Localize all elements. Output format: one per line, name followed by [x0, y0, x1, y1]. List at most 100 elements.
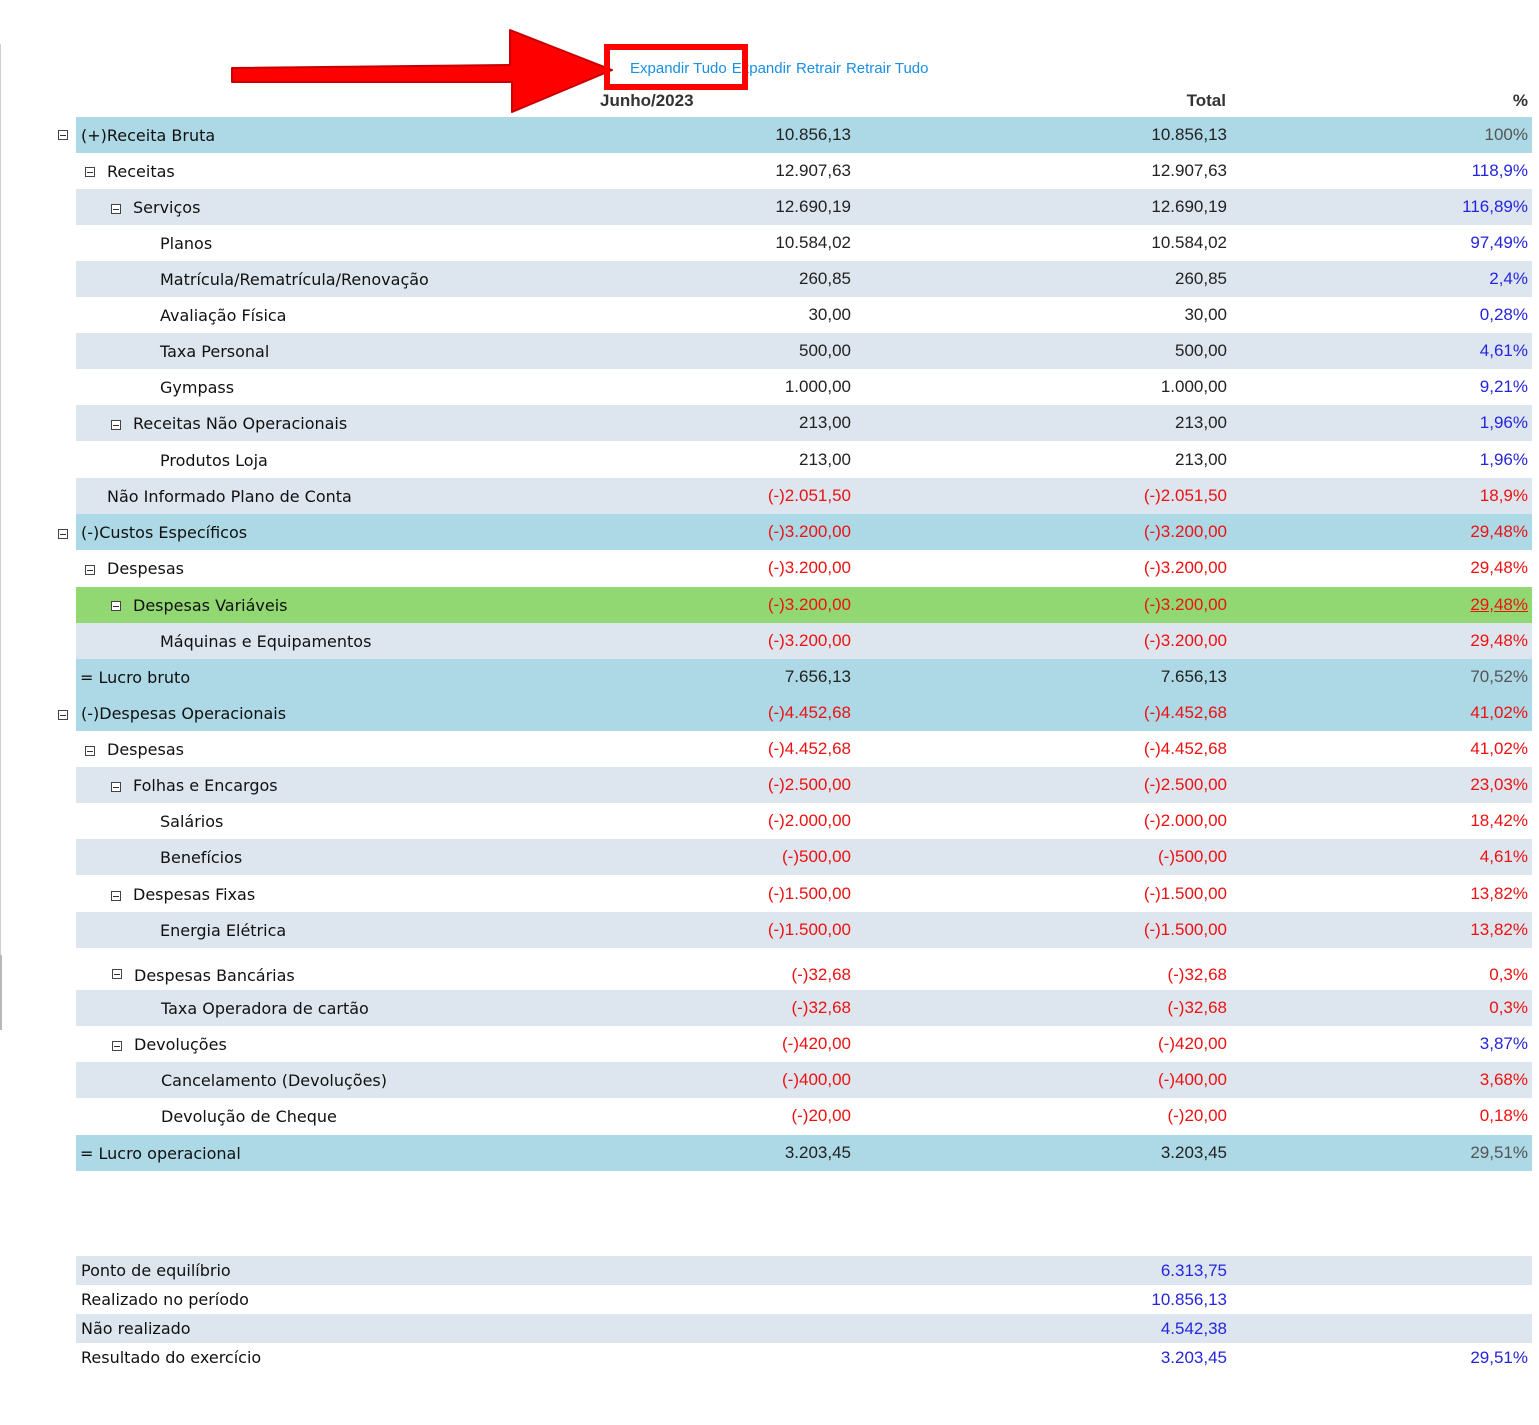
row-period-value: 7.656,13: [784, 667, 851, 686]
table-row[interactable]: (-)Custos Específicos (-)3.200,00 (-)3.2…: [76, 514, 1532, 550]
row-period-value: (-)3.200,00: [767, 631, 851, 650]
row-percent-value: 29,48%: [1470, 558, 1528, 577]
row-total-value: (-)32,68: [1167, 965, 1227, 984]
row-percent-value: 29,48%: [1470, 631, 1528, 650]
row-total-value: (-)32,68: [1167, 998, 1227, 1017]
row-total-value: 30,00: [1184, 305, 1227, 324]
collapse-toggle-icon[interactable]: [58, 710, 68, 720]
row-period-value: (-)1.500,00: [767, 884, 851, 903]
table-row[interactable]: Benefícios (-)500,00 (-)500,00 4,61%: [76, 839, 1532, 875]
header-period: Junho/2023: [600, 91, 694, 110]
row-period-value: (-)20,00: [791, 1106, 851, 1125]
row-period-value: 3.203,45: [784, 1143, 851, 1162]
table-row[interactable]: Salários (-)2.000,00 (-)2.000,00 18,42%: [76, 803, 1532, 839]
table-row[interactable]: Avaliação Física 30,00 30,00 0,28%: [76, 297, 1532, 333]
row-percent-value: 29,48%: [1470, 522, 1528, 541]
row-period-value: 213,00: [799, 413, 851, 432]
summary-value: 3.203,45: [1160, 1347, 1227, 1367]
summary-label: Resultado do exercício: [81, 1348, 262, 1367]
expand-all-link[interactable]: Expandir Tudo: [630, 60, 727, 77]
row-total-value: (-)1.500,00: [1143, 884, 1227, 903]
collapse-toggle-icon[interactable]: [112, 1041, 122, 1051]
collapse-toggle-icon[interactable]: [111, 782, 121, 792]
table-row[interactable]: Planos 10.584,02 10.584,02 97,49%: [76, 225, 1532, 261]
table-row[interactable]: (+)Receita Bruta 10.856,13 10.856,13 100…: [76, 117, 1532, 153]
row-percent-value: 3,87%: [1479, 1034, 1528, 1053]
table-row[interactable]: = Lucro bruto 7.656,13 7.656,13 70,52%: [76, 659, 1532, 695]
row-label: Taxa Operadora de cartão: [161, 998, 369, 1018]
table-row[interactable]: Taxa Operadora de cartão (-)32,68 (-)32,…: [76, 990, 1532, 1026]
row-percent-value: 13,82%: [1470, 920, 1528, 939]
table-row[interactable]: (-)Despesas Operacionais (-)4.452,68 (-)…: [76, 695, 1532, 731]
table-row[interactable]: Produtos Loja 213,00 213,00 1,96%: [76, 442, 1532, 478]
table-row[interactable]: Devolução de Cheque (-)20,00 (-)20,00 0,…: [76, 1098, 1532, 1134]
table-row[interactable]: Receitas Não Operacionais 213,00 213,00 …: [76, 405, 1532, 441]
table-row[interactable]: Serviços 12.690,19 12.690,19 116,89%: [76, 189, 1532, 225]
collapse-toggle-icon[interactable]: [111, 891, 121, 901]
row-label: Receitas Não Operacionais: [133, 413, 348, 433]
table-row[interactable]: Despesas (-)4.452,68 (-)4.452,68 41,02%: [76, 731, 1532, 767]
row-label: Avaliação Física: [160, 305, 287, 325]
row-period-value: 260,85: [799, 269, 851, 288]
row-label: Despesas Variáveis: [133, 595, 288, 615]
row-period-value: (-)3.200,00: [767, 595, 851, 614]
collapse-toggle-icon[interactable]: [111, 420, 121, 430]
table-row[interactable]: Cancelamento (Devoluções) (-)400,00 (-)4…: [76, 1062, 1532, 1098]
table-row[interactable]: Não Informado Plano de Conta (-)2.051,50…: [76, 478, 1532, 514]
table-row[interactable]: Despesas Bancárias (-)32,68 (-)32,68 0,3…: [76, 948, 1532, 990]
collapse-toggle-icon[interactable]: [111, 204, 121, 214]
left-border: [0, 44, 1, 1029]
collapse-toggle-icon[interactable]: [58, 130, 68, 140]
table-row[interactable]: Matrícula/Rematrícula/Renovação 260,85 2…: [76, 261, 1532, 297]
row-period-value: (-)32,68: [791, 965, 851, 984]
collapse-toggle-icon[interactable]: [112, 969, 122, 979]
row-total-value: (-)3.200,00: [1143, 558, 1227, 577]
row-percent-value: 23,03%: [1470, 775, 1528, 794]
row-total-value: (-)3.200,00: [1143, 631, 1227, 650]
row-label: Despesas Fixas: [133, 884, 256, 904]
row-total-value: 10.856,13: [1151, 125, 1227, 144]
row-total-value: 500,00: [1175, 341, 1227, 360]
row-period-value: 12.690,19: [775, 197, 851, 216]
table-row[interactable]: Folhas e Encargos (-)2.500,00 (-)2.500,0…: [76, 767, 1532, 803]
row-total-value: (-)420,00: [1158, 1034, 1227, 1053]
row-label: Receitas: [107, 161, 175, 181]
collapse-toggle-icon[interactable]: [58, 529, 68, 539]
table-row[interactable]: Máquinas e Equipamentos (-)3.200,00 (-)3…: [76, 623, 1532, 659]
row-percent-link[interactable]: 29,48%: [1470, 595, 1528, 614]
row-total-value: (-)2.500,00: [1143, 775, 1227, 794]
row-period-value: (-)420,00: [782, 1034, 851, 1053]
row-label: Benefícios: [160, 847, 243, 867]
collapse-toggle-icon[interactable]: [85, 746, 95, 756]
row-label: (-)Despesas Operacionais: [81, 703, 287, 723]
collapse-toggle-icon[interactable]: [111, 601, 121, 611]
table-row[interactable]: Despesas Fixas (-)1.500,00 (-)1.500,00 1…: [76, 876, 1532, 912]
collapse-link[interactable]: Retrair: [795, 60, 841, 77]
row-total-value: (-)3.200,00: [1143, 595, 1227, 614]
summary-label: Ponto de equilíbrio: [81, 1261, 231, 1280]
table-row-selected[interactable]: Despesas Variáveis (-)3.200,00 (-)3.200,…: [76, 587, 1532, 623]
table-row[interactable]: Receitas 12.907,63 12.907,63 118,9%: [76, 153, 1532, 189]
row-label: Matrícula/Rematrícula/Renovação: [160, 269, 429, 289]
table-row[interactable]: Taxa Personal 500,00 500,00 4,61%: [76, 333, 1532, 369]
collapse-all-link[interactable]: Retrair Tudo: [845, 60, 929, 77]
row-period-value: (-)2.051,50: [767, 486, 851, 505]
row-percent-value: 18,9%: [1479, 486, 1528, 505]
row-period-value: (-)500,00: [782, 847, 851, 866]
table-row[interactable]: = Lucro operacional 3.203,45 3.203,45 29…: [76, 1135, 1532, 1171]
collapse-toggle-icon[interactable]: [85, 565, 95, 575]
row-period-value: (-)3.200,00: [767, 522, 851, 541]
row-total-value: (-)4.452,68: [1143, 703, 1227, 722]
header-percent: %: [1512, 91, 1528, 110]
row-total-value: 7.656,13: [1160, 667, 1227, 686]
table-row[interactable]: Despesas (-)3.200,00 (-)3.200,00 29,48%: [76, 550, 1532, 586]
header-total: Total: [1186, 91, 1226, 110]
table-row[interactable]: Devoluções (-)420,00 (-)420,00 3,87%: [76, 1026, 1532, 1062]
row-total-value: (-)500,00: [1158, 847, 1227, 866]
table-row[interactable]: Energia Elétrica (-)1.500,00 (-)1.500,00…: [76, 912, 1532, 948]
row-period-value: (-)1.500,00: [767, 920, 851, 939]
collapse-toggle-icon[interactable]: [85, 167, 95, 177]
row-percent-value: 1,96%: [1479, 450, 1528, 469]
table-row[interactable]: Gympass 1.000,00 1.000,00 9,21%: [76, 369, 1532, 405]
row-percent-value: 4,61%: [1479, 847, 1528, 866]
